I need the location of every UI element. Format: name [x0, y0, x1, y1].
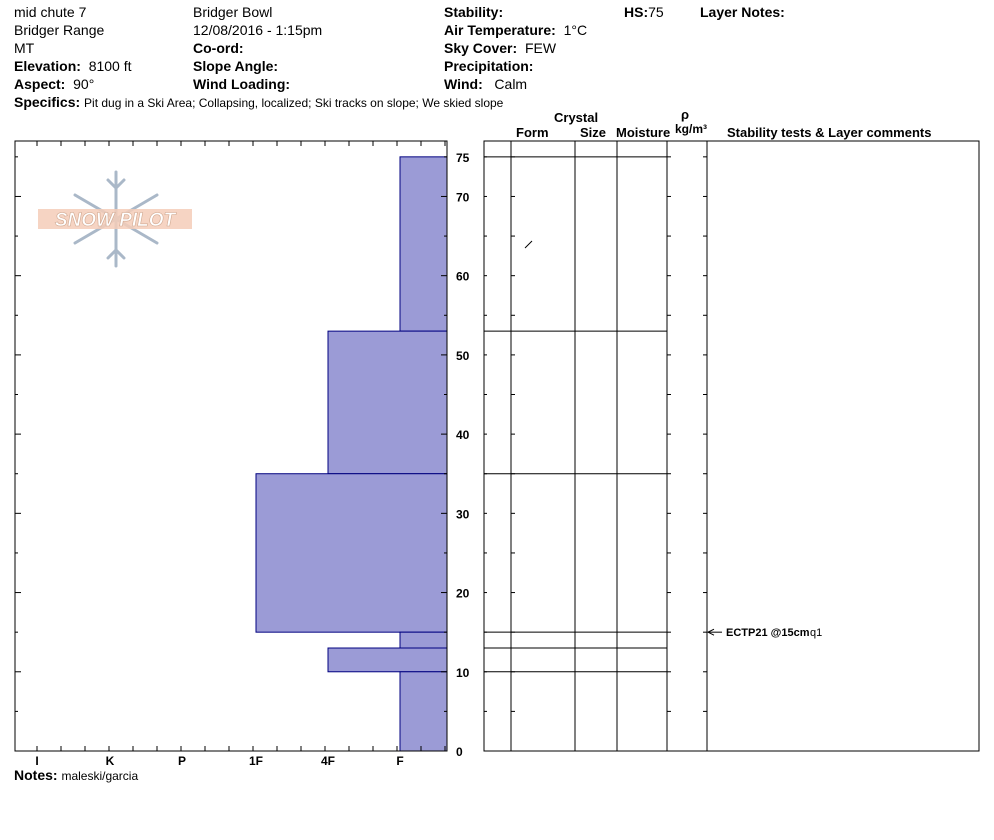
- air-temp-label: Air Temperature:: [444, 22, 556, 38]
- depth-tick-label: 20: [456, 587, 470, 601]
- hardness-tick-label: I: [35, 754, 38, 768]
- hs-value: 75: [648, 4, 664, 20]
- stability-label: Stability:: [444, 4, 504, 20]
- precipitation: Precipitation:: [444, 57, 533, 75]
- layer-table-frame: [483, 140, 980, 752]
- sky-label: Sky Cover:: [444, 40, 518, 56]
- location: Bridger Bowl: [193, 4, 273, 20]
- sky-value: FEW: [524, 40, 557, 56]
- specifics-label: Specifics:: [14, 94, 81, 110]
- hardness-bar-5: [399, 671, 448, 752]
- stability-test-label: ECTP21 @15cm: [726, 627, 810, 639]
- notes-value: maleski/garcia: [61, 769, 139, 783]
- wind-loading: Wind Loading:: [193, 75, 290, 93]
- air-temperature: Air Temperature: 1°C: [444, 21, 587, 39]
- hardness-bar-1: [327, 330, 448, 475]
- size-header: Size: [580, 125, 607, 140]
- wind-loading-label: Wind Loading:: [193, 76, 291, 92]
- logo-text: SNOW PILOT: [55, 210, 177, 231]
- stability-test-quality: q1: [810, 627, 822, 639]
- aspect-value: 90°: [73, 76, 95, 92]
- density-unit-header: kg/m³: [675, 122, 708, 136]
- depth-tick-label: 75: [456, 151, 470, 165]
- range: Bridger Range: [14, 22, 105, 38]
- depth-tick-label: 70: [456, 190, 470, 204]
- depth-tick-label: 60: [456, 270, 470, 284]
- hardness-tick-label: K: [106, 754, 115, 768]
- specifics: Specifics: Pit dug in a Ski Area; Collap…: [14, 93, 503, 112]
- hardness-bar-4: [327, 647, 448, 673]
- hardness-bar-3: [399, 631, 448, 649]
- aspect: Aspect: 90°: [14, 75, 94, 93]
- wind: Wind: Calm: [444, 75, 527, 93]
- wind-label: Wind:: [444, 76, 483, 92]
- hardness-bar-0: [399, 156, 448, 332]
- state: MT: [14, 40, 35, 56]
- depth-tick-label: 30: [456, 507, 470, 521]
- form-header: Form: [516, 125, 549, 140]
- hardness-bar-2: [255, 473, 448, 633]
- stability: Stability:: [444, 3, 503, 21]
- hardness-tick-label: 4F: [321, 754, 335, 768]
- depth-tick-label: 0: [456, 745, 463, 759]
- elevation-value: 8100 ft: [88, 58, 132, 74]
- hs: HS:75: [624, 3, 664, 21]
- test-arrowhead: [706, 628, 715, 636]
- depth-tick-label: 50: [456, 349, 470, 363]
- depth-tick-label: 10: [456, 666, 470, 680]
- stability-header: Stability tests & Layer comments: [727, 125, 932, 140]
- moisture-header: Moisture: [616, 125, 671, 140]
- rho-header: ρ: [681, 107, 690, 122]
- aspect-label: Aspect:: [14, 76, 66, 92]
- slope-label: Slope Angle:: [193, 58, 279, 74]
- hs-label: HS:: [624, 4, 649, 20]
- coord-label: Co-ord:: [193, 40, 244, 56]
- hardness-tick-label: F: [396, 754, 403, 768]
- layer-notes: Layer Notes:: [700, 3, 785, 21]
- hardness-tick-label: P: [178, 754, 186, 768]
- hardness-tick-label: 1F: [249, 754, 263, 768]
- notes: Notes: maleski/garcia: [14, 766, 138, 785]
- crystal-symbol: [524, 240, 533, 249]
- coord: Co-ord:: [193, 39, 244, 57]
- precip-label: Precipitation:: [444, 58, 534, 74]
- wind-value: Calm: [494, 76, 528, 92]
- elevation-label: Elevation:: [14, 58, 81, 74]
- datetime: 12/08/2016 - 1:15pm: [193, 22, 323, 38]
- specifics-value: Pit dug in a Ski Area; Collapsing, local…: [84, 96, 504, 110]
- notes-label: Notes:: [14, 767, 58, 783]
- hardness-frame: [14, 140, 448, 752]
- air-temp-value: 1°C: [563, 22, 588, 38]
- sky-cover: Sky Cover: FEW: [444, 39, 556, 57]
- depth-tick-label: 40: [456, 428, 470, 442]
- slope: Slope Angle:: [193, 57, 278, 75]
- elevation: Elevation: 8100 ft: [14, 57, 132, 75]
- pit-name: mid chute 7: [14, 4, 87, 20]
- layer-notes-label: Layer Notes:: [700, 4, 785, 20]
- snowpilot-logo: SNOW PILOT: [38, 170, 192, 268]
- crystal-header: Crystal: [554, 110, 599, 125]
